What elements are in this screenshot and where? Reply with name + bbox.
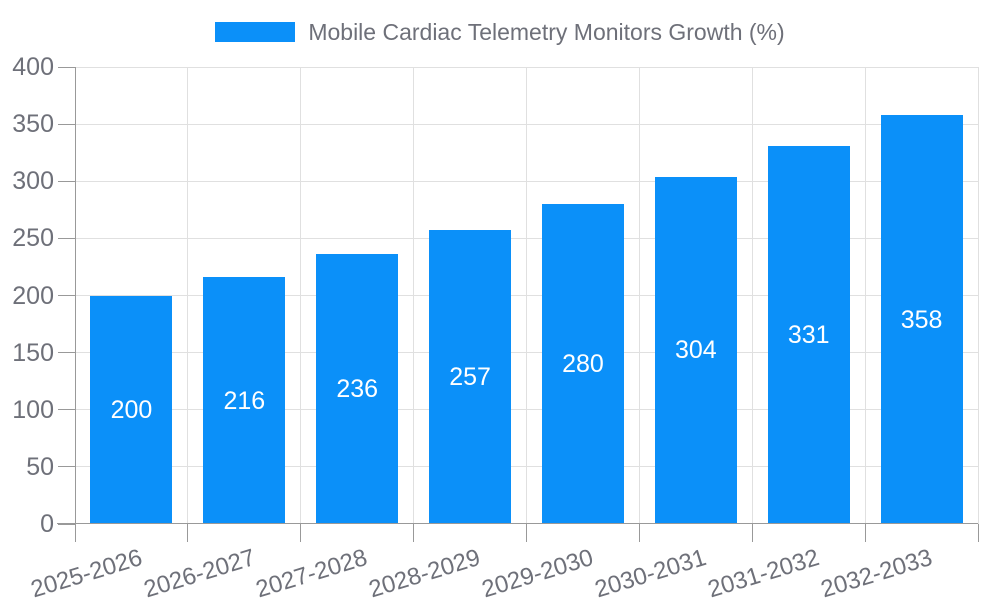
- v-gridline: [413, 67, 415, 524]
- x-axis-line: [57, 523, 978, 524]
- v-gridline: [300, 67, 302, 524]
- v-gridline: [638, 67, 640, 524]
- y-tick: [58, 237, 75, 239]
- bar-value-label: 358: [900, 305, 943, 334]
- x-tick: [864, 524, 866, 542]
- v-gridline: [187, 67, 189, 524]
- y-axis-label: 300: [12, 167, 54, 196]
- bar-value-label: 280: [562, 350, 604, 379]
- y-axis-label: 250: [12, 224, 54, 253]
- x-axis-label: 2031-2032: [704, 544, 823, 600]
- y-axis-label: 200: [12, 281, 54, 310]
- y-tick: [58, 123, 75, 125]
- y-tick: [58, 66, 75, 68]
- legend-swatch[interactable]: [215, 22, 296, 42]
- bar[interactable]: 280: [541, 204, 624, 524]
- y-axis-label: 100: [12, 395, 54, 424]
- x-axis-label: 2028-2029: [366, 544, 484, 600]
- v-gridline: [526, 67, 527, 524]
- x-axis-label: 2032-2033: [817, 544, 936, 600]
- v-gridline: [864, 67, 866, 524]
- y-axis-label: 350: [12, 110, 54, 139]
- plot-area: 0 50 100 150 200 250 300 350 400 200 2025-2026 216 2…: [12, 53, 979, 600]
- x-tick: [413, 524, 415, 542]
- bar-value-label: 304: [674, 336, 717, 365]
- x-axis-label: 2027-2028: [253, 544, 371, 600]
- v-gridline: [751, 67, 753, 524]
- x-axis-label: 2030-2031: [591, 544, 710, 600]
- bar-value-label: 200: [110, 395, 153, 424]
- y-tick: [58, 352, 75, 354]
- x-tick: [187, 524, 189, 542]
- x-axis-label: 2025-2026: [27, 544, 146, 600]
- x-tick: [300, 524, 302, 542]
- bar-value-label: 331: [787, 320, 830, 349]
- bar[interactable]: 216: [203, 277, 286, 524]
- bar-value-label: 236: [336, 375, 379, 404]
- v-gridline: [977, 67, 979, 524]
- bar[interactable]: 200: [90, 295, 173, 524]
- x-axis-label: 2029-2030: [478, 544, 597, 600]
- legend-label: Mobile Cardiac Telemetry Monitors Growth…: [308, 19, 785, 45]
- legend[interactable]: Mobile Cardiac Telemetry Monitors Growth…: [0, 19, 1000, 45]
- y-axis-label: 150: [12, 338, 54, 367]
- bar[interactable]: 236: [316, 254, 399, 524]
- y-tick: [58, 295, 75, 296]
- y-tick: [58, 466, 75, 468]
- y-axis-line: [75, 67, 76, 542]
- y-tick: [58, 523, 75, 525]
- y-axis-label: 0: [40, 510, 54, 538]
- y-tick: [58, 180, 75, 182]
- x-tick: [526, 524, 527, 542]
- x-tick: [751, 524, 753, 542]
- x-axis-label: 2026-2027: [140, 544, 258, 600]
- bar[interactable]: 304: [654, 176, 737, 524]
- bar[interactable]: 257: [429, 230, 512, 524]
- y-axis-label: 50: [26, 452, 54, 481]
- y-tick: [58, 409, 75, 411]
- x-tick: [977, 524, 979, 542]
- bar[interactable]: 358: [880, 115, 963, 524]
- bar-value-label: 216: [223, 386, 266, 415]
- bar[interactable]: 331: [767, 145, 850, 524]
- bar-value-label: 257: [449, 363, 491, 392]
- y-axis-label: 400: [12, 53, 54, 81]
- x-tick: [638, 524, 640, 542]
